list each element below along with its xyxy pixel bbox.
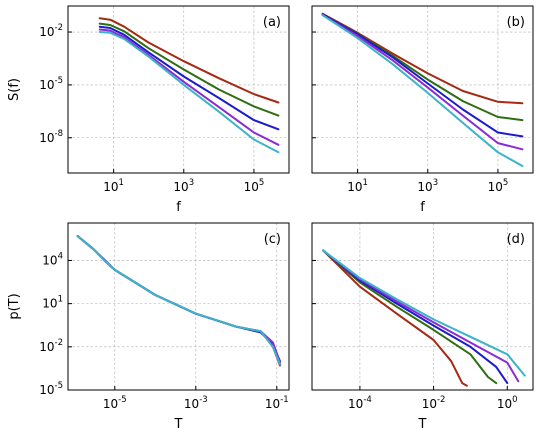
y-tick-label: 10-2 xyxy=(39,23,63,39)
axes-frame xyxy=(311,222,534,391)
x-tick-label: 10-1 xyxy=(265,395,289,411)
x-tick-label: 101 xyxy=(103,178,124,194)
series-line-1 xyxy=(76,235,281,367)
axes-frame xyxy=(67,5,290,174)
panel-a: 101 103 105 10-2 10-5 10-8 (a) f S(f) xyxy=(7,5,290,215)
series-line-3 xyxy=(321,13,524,138)
x-axis-label: f xyxy=(420,200,425,215)
series-line-2 xyxy=(322,249,498,385)
x-axis-label: T xyxy=(418,417,427,428)
x-tick-label: 10-2 xyxy=(422,395,446,411)
series-line-5 xyxy=(98,31,280,154)
series-line-4 xyxy=(322,249,520,383)
panel-c: 10-5 10-3 10-1 104 101 10-2 10-5 (c) Tp(T) xyxy=(7,222,290,428)
series-line-4 xyxy=(321,14,524,151)
panel-label: (d) xyxy=(507,232,525,247)
series-line-1 xyxy=(98,17,280,104)
panel-b: 101 103 105 (b) f xyxy=(311,5,534,215)
series-group xyxy=(76,235,281,367)
panel-d: 10-4 10-2 100 (d) T xyxy=(311,222,534,428)
x-tick-label: 10-4 xyxy=(348,395,372,411)
series-line-3 xyxy=(322,249,509,385)
series-line-2 xyxy=(98,22,280,117)
x-axis-label: T xyxy=(174,417,183,428)
y-tick-label: 10-5 xyxy=(39,381,63,397)
x-tick-label: 100 xyxy=(497,395,518,411)
series-line-5 xyxy=(321,14,524,167)
y-tick-label: 10-2 xyxy=(39,338,63,354)
axes-frame xyxy=(311,5,534,174)
x-tick-label: 10-5 xyxy=(103,395,127,411)
panel-label: (c) xyxy=(264,232,281,247)
y-tick-label: 104 xyxy=(42,251,63,267)
x-tick-label: 105 xyxy=(244,178,265,194)
y-tick-label: 101 xyxy=(42,295,63,311)
series-line-1 xyxy=(322,249,468,387)
y-axis-label: S(f) xyxy=(7,78,22,101)
series-line-2 xyxy=(76,235,281,364)
series-line-1 xyxy=(321,12,524,105)
x-axis-label: f xyxy=(176,200,181,215)
panel-label: (b) xyxy=(507,15,525,30)
y-tick-label: 10-8 xyxy=(39,129,63,145)
series-line-4 xyxy=(98,28,280,146)
y-tick-label: 10-5 xyxy=(39,76,63,92)
series-line-5 xyxy=(322,249,526,377)
axes-frame xyxy=(67,222,290,391)
series-line-3 xyxy=(76,235,281,363)
series-line-3 xyxy=(98,25,280,131)
x-tick-label: 103 xyxy=(173,178,194,194)
series-line-4 xyxy=(76,235,281,364)
x-tick-label: 101 xyxy=(347,178,368,194)
x-tick-label: 10-3 xyxy=(184,395,208,411)
y-axis-label: p(T) xyxy=(7,293,22,319)
x-tick-label: 103 xyxy=(417,178,438,194)
series-group xyxy=(322,249,526,387)
panel-label: (a) xyxy=(263,15,281,30)
series-line-5 xyxy=(76,235,281,366)
series-group xyxy=(321,12,524,167)
x-tick-label: 105 xyxy=(488,178,509,194)
series-group xyxy=(98,17,280,154)
